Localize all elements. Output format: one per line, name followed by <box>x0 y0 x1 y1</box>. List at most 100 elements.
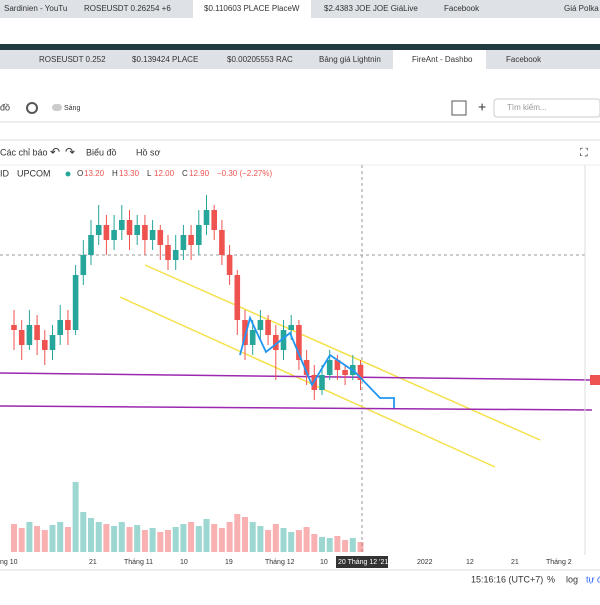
browser-tab[interactable]: $0.110603 PLACE PlaceW <box>204 4 300 13</box>
candle-body <box>219 230 225 255</box>
browser-tab[interactable]: ROSEUSDT 0.252 <box>39 55 106 64</box>
candle-body <box>196 225 202 245</box>
trend-line[interactable] <box>119 296 496 468</box>
toggle[interactable] <box>52 104 62 111</box>
add-icon[interactable]: + <box>478 99 486 115</box>
volume-bar <box>249 522 256 552</box>
candle-body <box>265 320 271 335</box>
candle-body <box>288 325 294 330</box>
candle-body <box>303 360 310 375</box>
browser-tab[interactable]: ROSEUSDT 0.26254 +6 <box>84 4 171 13</box>
active-tab[interactable] <box>193 0 311 18</box>
profile-menu[interactable]: Hồ sơ <box>136 147 161 157</box>
undo[interactable]: ↶ <box>50 145 60 159</box>
horizontal-line[interactable] <box>0 405 593 411</box>
volume-bar <box>172 527 179 552</box>
browser-tab[interactable]: Facebook <box>506 55 542 64</box>
chart-menu[interactable]: Biểu đồ <box>86 147 117 157</box>
volume-bar <box>357 542 364 552</box>
candle-body <box>242 320 248 345</box>
auto-toggle[interactable]: tự đ <box>586 574 600 584</box>
candle-body <box>342 370 348 375</box>
volume-bar <box>49 525 56 552</box>
grid-icon[interactable] <box>451 100 467 116</box>
ohlc-label: C <box>182 169 188 178</box>
candles <box>11 195 364 552</box>
x-tick-label: Tháng 11 <box>124 559 153 566</box>
candle-body <box>57 320 63 335</box>
volume-bar <box>11 524 17 552</box>
candle-body <box>172 250 179 260</box>
volume-bar <box>64 527 71 552</box>
indicators[interactable]: Các chỉ báo <box>0 147 48 157</box>
volume-bar <box>211 524 218 552</box>
x-tick-label: 12 <box>466 559 474 566</box>
x-tick-label: 21 <box>511 559 519 566</box>
volume-bar <box>311 534 318 552</box>
search-placeholder[interactable]: Tìm kiếm... <box>507 103 547 112</box>
candle-body <box>326 360 333 375</box>
ohlc-label: L <box>147 169 152 178</box>
candle-body <box>273 335 279 350</box>
browser-tab[interactable]: Sardinien - YouTu <box>4 4 67 13</box>
candle-body <box>226 255 233 275</box>
redo[interactable]: ↷ <box>65 145 75 159</box>
volume-bar <box>218 528 225 552</box>
volume-bar <box>319 537 325 552</box>
volume-bar <box>118 522 125 552</box>
candle-body <box>188 235 194 245</box>
volume-bar <box>57 522 64 552</box>
volume-bar <box>257 526 264 552</box>
horizontal-line[interactable] <box>0 372 593 381</box>
x-tick-label: 21 <box>89 559 97 566</box>
volume-bar <box>265 530 272 552</box>
volume-bar <box>180 524 187 552</box>
volume-bar <box>203 519 210 552</box>
browser-tab[interactable]: $0.139424 PLACE <box>132 55 198 64</box>
volume-bar <box>126 527 133 552</box>
volume-bar <box>149 528 156 552</box>
browser-tab[interactable]: Bảng giá Lightnin <box>319 55 381 64</box>
trend-line[interactable] <box>144 264 541 441</box>
ohlc-label: H <box>112 169 118 178</box>
theme-label: Sáng <box>64 105 80 112</box>
x-tick-label: 19 <box>225 559 233 566</box>
candle-body <box>357 365 364 380</box>
settings-icon[interactable] <box>26 102 38 114</box>
volume-bar <box>18 528 25 552</box>
ohlc-value: 12.00 <box>154 169 175 178</box>
browser-tab[interactable]: $0.00205553 RAC <box>227 55 293 64</box>
candle-body <box>72 275 79 330</box>
candle-body <box>180 235 187 250</box>
price-tag <box>590 375 600 385</box>
candle-body <box>234 275 241 320</box>
browser-tab[interactable]: Giá Polka <box>564 4 599 13</box>
ohlc-value: 12.90 <box>189 169 210 178</box>
candle-body <box>319 375 325 390</box>
ohlc-value: 13.30 <box>119 169 140 178</box>
clock: 15:16:16 (UTC+7) <box>471 574 543 584</box>
symbol: ID <box>0 168 10 178</box>
volume-bar <box>288 532 295 552</box>
volume-bar <box>165 530 171 552</box>
candle-body <box>142 225 148 240</box>
log-toggle[interactable]: log <box>566 574 578 584</box>
search-box[interactable] <box>493 98 600 118</box>
volume-bar <box>195 526 202 552</box>
volume-bar <box>326 538 333 552</box>
volume-bar <box>334 536 341 552</box>
volume-bar <box>188 522 195 552</box>
volume-bar <box>242 517 248 552</box>
browser-tab[interactable]: $2.4383 JOE JOE GiáLive <box>324 4 418 13</box>
fullscreen[interactable]: ⛶ <box>580 147 588 159</box>
ohlc-label: O <box>77 169 83 178</box>
browser-tab[interactable]: FireAnt - Dashbo <box>412 55 473 64</box>
volume-bar <box>103 524 110 552</box>
volume-bar <box>342 540 349 552</box>
zigzag-drawing[interactable] <box>239 315 395 408</box>
browser-tab[interactable]: Facebook <box>444 4 480 13</box>
candle-body <box>103 225 110 240</box>
active-tab-2[interactable] <box>393 50 486 69</box>
percent-toggle[interactable]: % <box>547 574 555 584</box>
